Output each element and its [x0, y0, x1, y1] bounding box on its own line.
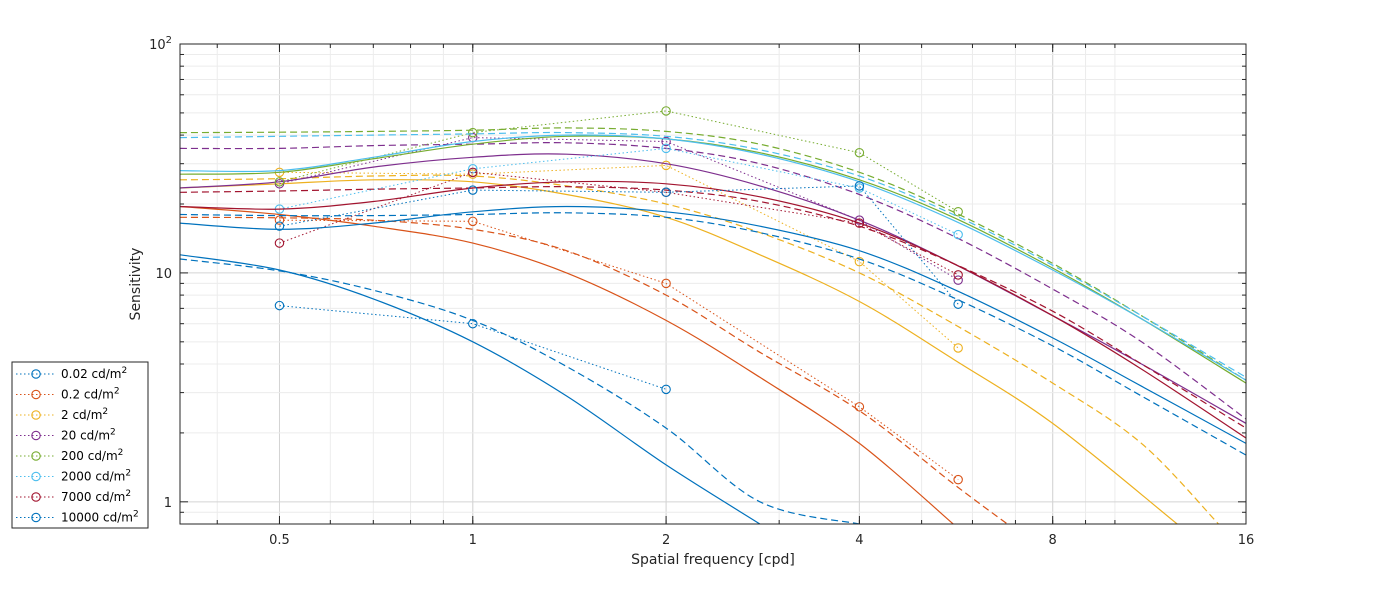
- grid: [180, 44, 1247, 524]
- y-axis-label: Sensitivity: [128, 248, 144, 321]
- data-point-marker: [661, 136, 671, 147]
- legend-entry[interactable]: 200 cd/m2: [16, 448, 123, 463]
- axis-ticks: 0.5 1 2 4 8 16 1 10 102: [149, 35, 1254, 548]
- data-point-marker: [854, 215, 865, 225]
- data-point-marker: [854, 181, 865, 191]
- data-point-marker: [274, 177, 285, 187]
- data-point-marker: [953, 270, 963, 280]
- legend-marker: [31, 492, 41, 502]
- measured-line-dotted: [279, 219, 959, 481]
- x-tick-label: 4: [855, 533, 863, 548]
- series-8: [180, 181, 1246, 456]
- y-tick-label: 102: [149, 35, 172, 53]
- x-tick-label: 1: [469, 533, 477, 548]
- x-tick-label: 16: [1238, 533, 1255, 548]
- data-point-marker: [953, 275, 963, 285]
- data-point-marker: [854, 256, 865, 267]
- data-point-marker: [274, 221, 285, 231]
- legend-label: 7000 cd/m2: [61, 489, 131, 504]
- legend-label: 10000 cd/m2: [61, 510, 139, 525]
- legend-entry[interactable]: 20 cd/m2: [16, 428, 116, 443]
- data-point-marker: [661, 143, 671, 154]
- model-curve-dashed: [180, 216, 1008, 524]
- legend-entry[interactable]: 0.02 cd/m2: [16, 366, 127, 381]
- legend-label: 0.2 cd/m2: [61, 387, 120, 402]
- model-curve-solid: [180, 135, 1246, 384]
- legend-marker: [31, 430, 41, 441]
- legend-entry[interactable]: 7000 cd/m2: [16, 489, 131, 504]
- legend-box[interactable]: [11, 361, 149, 529]
- model-curve-dashed: [180, 131, 1246, 378]
- data-point-marker: [468, 167, 478, 178]
- series-layer: [180, 106, 1246, 524]
- data-point-marker: [854, 147, 865, 158]
- data-point-marker: [854, 402, 865, 412]
- data-point-marker: [661, 278, 671, 289]
- data-point-marker: [661, 187, 671, 198]
- legend-entry[interactable]: 10000 cd/m2: [16, 510, 139, 525]
- legend-label: 2 cd/m2: [61, 407, 108, 422]
- model-curve-dashed: [180, 258, 860, 524]
- legend-marker: [31, 451, 41, 461]
- series-6: [180, 131, 1246, 381]
- legend-marker: [31, 512, 41, 523]
- model-curve-dashed: [180, 186, 1246, 429]
- data-point-marker: [468, 185, 478, 195]
- data-point-marker: [468, 216, 478, 227]
- legend-marker: [31, 410, 41, 420]
- legend-label: 2000 cd/m2: [61, 469, 131, 484]
- legend-label: 20 cd/m2: [61, 428, 116, 443]
- y-tick-label: 10: [155, 267, 172, 282]
- model-curve-dashed: [180, 127, 1246, 381]
- measured-line-dotted: [279, 110, 959, 213]
- measured-line-dotted: [279, 164, 959, 349]
- measured-line-dotted: [279, 305, 667, 390]
- plot-box: [179, 43, 1247, 525]
- legend-marker: [31, 369, 41, 379]
- data-point-marker: [661, 160, 671, 171]
- data-point-marker: [274, 238, 285, 248]
- plot-area: [180, 44, 1246, 524]
- legend-label: 200 cd/m2: [61, 448, 123, 463]
- data-point-marker: [953, 299, 963, 309]
- data-point-marker: [953, 474, 963, 485]
- data-point-marker: [953, 229, 963, 240]
- data-point-marker: [661, 106, 671, 116]
- legend[interactable]: 0.02 cd/m2 0.2 cd/m2 2 cd/m2 20 cd/m2 200 cd…: [11, 361, 149, 529]
- legend-label: 0.02 cd/m2: [61, 366, 127, 381]
- x-tick-label: 2: [662, 533, 670, 548]
- data-point-marker: [953, 207, 963, 217]
- legend-marker: [31, 389, 41, 400]
- data-point-marker: [854, 218, 865, 228]
- legend-marker: [31, 471, 41, 482]
- data-point-marker: [274, 300, 285, 311]
- model-curve-dashed: [180, 212, 1246, 456]
- model-curve-solid: [180, 254, 761, 524]
- x-tick-label: 0.5: [269, 533, 290, 548]
- series-3: [180, 160, 1219, 524]
- x-tick-label: 8: [1049, 533, 1057, 548]
- series-2: [180, 205, 1008, 524]
- model-curve-solid: [180, 179, 1178, 524]
- legend-entry[interactable]: 2 cd/m2: [16, 407, 108, 422]
- data-point-marker: [661, 384, 671, 395]
- data-point-marker: [468, 164, 478, 174]
- series-5: [180, 106, 1246, 384]
- model-curve-solid: [180, 134, 1246, 381]
- model-curve-dashed: [180, 142, 1246, 420]
- data-point-marker: [953, 343, 963, 353]
- data-point-marker: [468, 318, 478, 329]
- legend-entry[interactable]: 2000 cd/m2: [16, 469, 131, 484]
- model-curve-solid: [180, 205, 1246, 444]
- series-1: [180, 254, 860, 524]
- y-tick-label: 1: [164, 496, 172, 511]
- model-curve-solid: [180, 180, 1246, 439]
- x-axis-label: Spatial frequency [cpd]: [631, 552, 795, 568]
- legend-entry[interactable]: 0.2 cd/m2: [16, 387, 120, 402]
- data-point-marker: [468, 127, 478, 138]
- model-curve-dashed: [180, 174, 1219, 524]
- measured-line-dotted: [279, 171, 959, 276]
